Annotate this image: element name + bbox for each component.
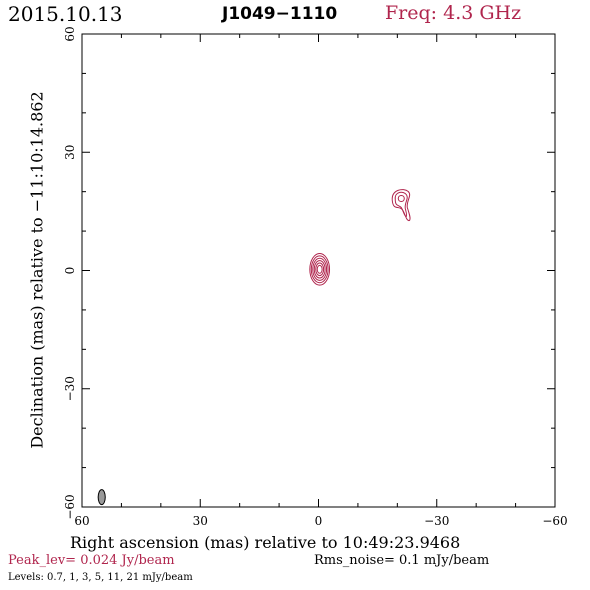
core-contour [312,257,328,281]
x-tick-label: 30 [193,514,208,528]
observation-date: 2015.10.13 [8,2,123,26]
x-tick-label: −30 [424,514,449,528]
jet-contour [397,194,405,202]
contours [309,189,411,286]
rms-noise: Rms_noise= 0.1 mJy/beam [314,553,490,568]
source-name: J1049−1110 [222,4,338,24]
plot-border [81,33,556,508]
x-tick-label: 0 [315,514,323,528]
peak-level: Peak_lev= 0.024 Jy/beam [8,553,175,568]
y-tick-label: −60 [63,494,77,519]
x-tick-label: 60 [74,514,89,528]
core-contour [313,260,326,279]
x-tick-label: −60 [542,514,567,528]
core-contour [309,253,331,286]
y-tick-label: −30 [63,376,77,401]
frequency-label: Freq: 4.3 GHz [385,2,522,24]
jet-contour [391,189,411,221]
core-contour [315,262,325,277]
plot-frame [81,33,556,508]
x-axis-label: Right ascension (mas) relative to 10:49:… [70,533,461,552]
beam-ellipse [97,489,106,506]
jet-contour [394,191,408,217]
y-tick-label: 30 [63,145,77,160]
y-axis-label: Declination (mas) relative to −11:10:14.… [27,91,47,449]
tick-labels: 60 60 30 30 0 0 −30 −30 −60 −60 [63,26,568,528]
contour-levels: Levels: 0.7, 1, 3, 5, 11, 21 mJy/beam [8,572,193,583]
y-tick-label: 60 [63,26,77,41]
core-contour [316,264,323,274]
y-tick-label: 0 [63,267,77,275]
core-contour [310,255,329,284]
axis-ticks [81,33,556,508]
beam-shape [97,489,106,506]
